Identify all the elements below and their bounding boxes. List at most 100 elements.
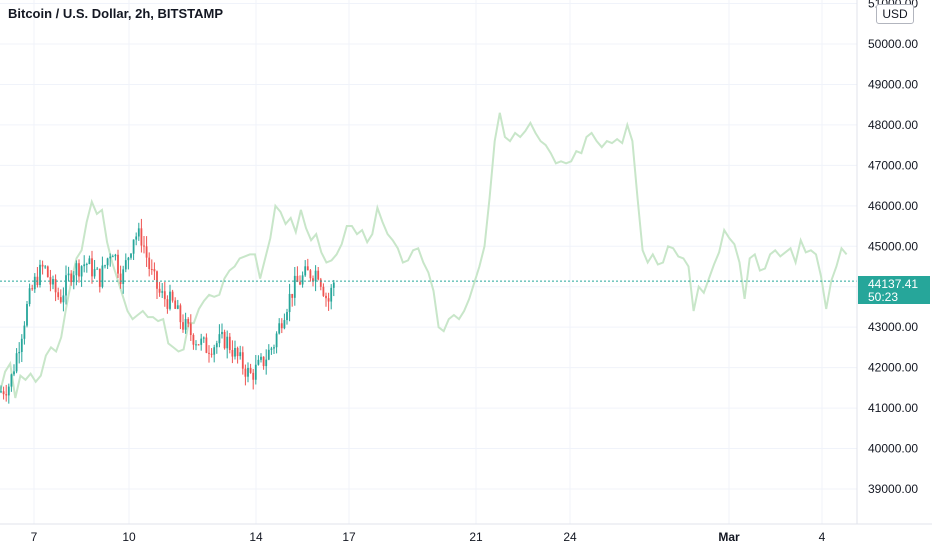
price-tick-label: 45000.00: [868, 239, 918, 253]
candle-body: [114, 254, 117, 257]
candle-body: [5, 394, 8, 396]
candle-body: [101, 265, 104, 287]
candle-body: [7, 386, 10, 396]
candle-body: [109, 256, 112, 259]
candle-body: [163, 291, 166, 300]
currency-selector[interactable]: USD: [876, 4, 914, 24]
candle-body: [59, 297, 62, 303]
candle-body: [31, 288, 34, 290]
candle-body: [41, 264, 44, 267]
candle-body: [304, 266, 307, 276]
candle-body: [127, 257, 130, 261]
candle-body: [218, 334, 221, 344]
candle-body: [78, 263, 80, 277]
candle-body: [236, 348, 239, 357]
chart-grid: [0, 0, 857, 524]
candle-body: [130, 253, 132, 258]
time-tick-label: 24: [563, 530, 577, 544]
last-price-badge: 44137.41 50:23: [858, 276, 930, 304]
candle-body: [137, 228, 140, 237]
price-tick-label: 39000.00: [868, 482, 918, 496]
candle-body: [93, 269, 96, 277]
candle-body: [83, 264, 86, 267]
candle-body: [140, 228, 143, 246]
candle-body: [72, 275, 75, 283]
candle-body: [166, 299, 169, 309]
candle-body: [195, 344, 197, 346]
projection-line: [0, 112, 848, 399]
time-tick-label: 17: [342, 530, 356, 544]
candle-body: [270, 348, 273, 350]
candle-body: [291, 293, 294, 298]
candle-body: [257, 359, 260, 365]
price-axis[interactable]: 51000.0050000.0049000.0048000.0047000.00…: [868, 0, 918, 496]
candle-body: [15, 353, 18, 372]
candle-body: [54, 279, 57, 293]
candle-body: [169, 291, 171, 309]
candle-body: [104, 265, 106, 267]
candle-body: [249, 367, 252, 373]
candle-body: [85, 264, 88, 266]
candle-body: [265, 359, 268, 367]
candle-body: [158, 288, 161, 293]
candle-body: [62, 295, 65, 303]
candle-body: [33, 276, 36, 290]
candle-body: [299, 281, 301, 285]
candle-body: [309, 270, 312, 279]
candle-body: [202, 337, 205, 339]
candle-body: [200, 338, 203, 345]
time-tick-label: Mar: [718, 530, 740, 544]
candle-body: [67, 273, 70, 276]
candle-body: [148, 257, 151, 270]
candle-body: [226, 336, 229, 349]
candle-body: [192, 334, 195, 345]
price-tick-label: 43000.00: [868, 320, 918, 334]
candle-body: [80, 266, 83, 277]
candle-body: [119, 273, 122, 285]
candle-body: [283, 320, 286, 329]
candle-body: [28, 288, 31, 304]
candle-body: [286, 312, 288, 321]
candle-body: [13, 371, 15, 375]
price-tick-label: 48000.00: [868, 118, 918, 132]
candle-body: [143, 245, 145, 247]
candle-body: [23, 325, 26, 339]
candle-body: [135, 236, 138, 240]
candle-body: [312, 278, 314, 282]
projection-path: [0, 112, 848, 399]
candle-body: [145, 246, 148, 258]
price-tick-label: 50000.00: [868, 37, 918, 51]
candle-body: [325, 295, 327, 299]
candle-body: [332, 282, 335, 288]
candle-body: [262, 356, 265, 367]
candle-body: [314, 270, 317, 282]
candle-body: [189, 323, 192, 335]
candle-body: [247, 367, 249, 377]
candle-body: [215, 343, 218, 348]
time-tick-label: 21: [469, 530, 483, 544]
candle-body: [70, 273, 73, 283]
candle-body: [254, 364, 257, 380]
candle-body: [161, 291, 164, 293]
candle-body: [0, 391, 2, 393]
candle-body: [20, 338, 23, 352]
candlestick-series: [0, 218, 335, 404]
candle-body: [182, 322, 184, 330]
candle-body: [273, 347, 275, 349]
candle-body: [18, 351, 21, 354]
price-tick-label: 40000.00: [868, 442, 918, 456]
candle-body: [150, 269, 153, 271]
time-tick-label: 10: [122, 530, 136, 544]
bar-countdown: 50:23: [868, 290, 899, 304]
candle-body: [171, 291, 174, 301]
candle-body: [111, 256, 114, 258]
candle-body: [241, 352, 244, 369]
candle-body: [322, 286, 325, 296]
candle-body: [187, 319, 190, 324]
time-axis[interactable]: 7 10 14 17 21 24 Mar 4: [31, 530, 826, 544]
candle-body: [244, 368, 247, 377]
candle-body: [205, 337, 208, 353]
candle-body: [117, 254, 119, 274]
candle-body: [317, 270, 320, 280]
